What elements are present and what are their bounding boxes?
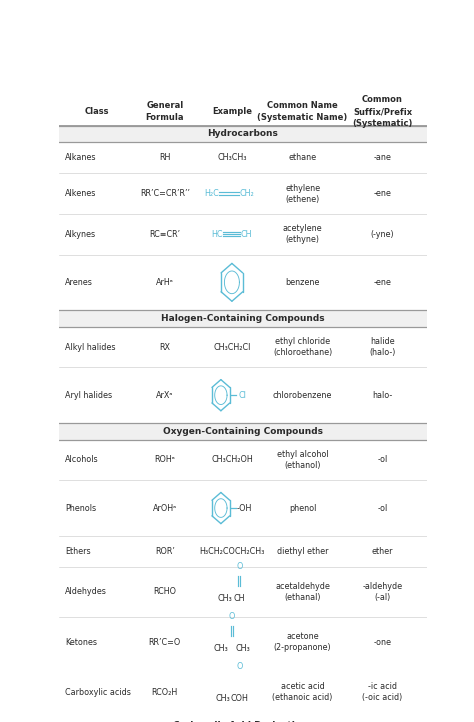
Text: Aldehydes: Aldehydes [65, 588, 107, 596]
Text: -OH: -OH [237, 503, 253, 513]
Text: phenol: phenol [289, 503, 316, 513]
Text: H₃CH₂COCH₂CH₃: H₃CH₂COCH₂CH₃ [199, 547, 264, 556]
Text: ethyl alcohol
(ethanol): ethyl alcohol (ethanol) [277, 450, 328, 470]
Text: -ol: -ol [377, 503, 388, 513]
Text: RR’C=CR’R’’: RR’C=CR’R’’ [140, 189, 190, 198]
Text: ethyl chloride
(chloroethane): ethyl chloride (chloroethane) [273, 337, 332, 357]
Text: acetylene
(ethyne): acetylene (ethyne) [283, 225, 322, 244]
Text: RH: RH [159, 153, 171, 162]
Text: Arenes: Arenes [65, 278, 92, 287]
Text: Ethers: Ethers [65, 547, 91, 556]
Text: -ene: -ene [374, 278, 392, 287]
Text: CH: CH [240, 230, 252, 239]
Text: CH: CH [234, 594, 245, 603]
Text: HC: HC [211, 230, 223, 239]
Text: Carboxylic Acid Derivatives: Carboxylic Acid Derivatives [173, 721, 312, 722]
FancyBboxPatch shape [59, 310, 427, 327]
Text: Aryl halides: Aryl halides [65, 391, 112, 400]
Text: Alkanes: Alkanes [65, 153, 96, 162]
Text: Alkenes: Alkenes [65, 189, 96, 198]
Text: CH₃: CH₃ [213, 644, 228, 653]
Text: CH₂: CH₂ [240, 189, 255, 198]
Text: RC≡CR’: RC≡CR’ [149, 230, 181, 239]
Text: O: O [229, 612, 235, 622]
Text: Alkyl halides: Alkyl halides [65, 343, 115, 352]
Text: CH₃CH₂OH: CH₃CH₂OH [211, 456, 253, 464]
Text: O: O [236, 663, 242, 671]
Text: RR’C=O: RR’C=O [149, 638, 181, 646]
Text: Carboxylic acids: Carboxylic acids [65, 687, 131, 697]
Text: Oxygen-Containing Compounds: Oxygen-Containing Compounds [163, 427, 323, 436]
Text: ROR’: ROR’ [155, 547, 175, 556]
Text: -one: -one [374, 638, 392, 646]
Text: diethyl ether: diethyl ether [277, 547, 328, 556]
FancyBboxPatch shape [59, 423, 427, 440]
Text: O: O [236, 562, 242, 571]
Text: CH₃: CH₃ [215, 695, 230, 703]
Text: RCHO: RCHO [154, 588, 176, 596]
Text: H₂C: H₂C [204, 189, 219, 198]
Text: -ic acid
(-oic acid): -ic acid (-oic acid) [363, 682, 402, 702]
Text: RCO₂H: RCO₂H [152, 687, 178, 697]
Text: ethylene
(ethene): ethylene (ethene) [285, 183, 320, 204]
Text: ethane: ethane [289, 153, 317, 162]
Text: -aldehyde
(-al): -aldehyde (-al) [363, 582, 402, 602]
Text: halide
(halo-): halide (halo-) [369, 337, 396, 357]
Text: -ol: -ol [377, 456, 388, 464]
Text: CH₃CH₂Cl: CH₃CH₂Cl [213, 343, 251, 352]
Text: COH: COH [230, 695, 248, 703]
Text: ether: ether [372, 547, 393, 556]
Text: -ene: -ene [374, 189, 392, 198]
Text: Ketones: Ketones [65, 638, 97, 646]
Text: Cl: Cl [238, 391, 246, 400]
Text: ArHᵃ: ArHᵃ [156, 278, 174, 287]
Text: Hydrocarbons: Hydrocarbons [208, 129, 278, 139]
FancyBboxPatch shape [59, 717, 427, 722]
Text: (-yne): (-yne) [371, 230, 394, 239]
Text: acetaldehyde
(ethanal): acetaldehyde (ethanal) [275, 582, 330, 602]
Text: Alcohols: Alcohols [65, 456, 99, 464]
FancyBboxPatch shape [59, 126, 427, 142]
Text: Halogen-Containing Compounds: Halogen-Containing Compounds [161, 314, 325, 323]
Text: acetic acid
(ethanoic acid): acetic acid (ethanoic acid) [273, 682, 333, 702]
Text: halo-: halo- [373, 391, 392, 400]
Text: General
Formula: General Formula [146, 101, 184, 122]
Text: CH₃: CH₃ [236, 644, 250, 653]
Text: Phenols: Phenols [65, 503, 96, 513]
Text: Alkynes: Alkynes [65, 230, 96, 239]
Text: ROHᵃ: ROHᵃ [155, 456, 175, 464]
Text: chlorobenzene: chlorobenzene [273, 391, 332, 400]
Text: RX: RX [159, 343, 170, 352]
Text: Class: Class [85, 107, 109, 116]
Text: Common
Suffix/Prefix
(Systematic): Common Suffix/Prefix (Systematic) [352, 95, 413, 128]
Text: Example: Example [212, 107, 252, 116]
Text: Common Name
(Systematic Name): Common Name (Systematic Name) [257, 101, 348, 122]
Text: CH₃CH₃: CH₃CH₃ [217, 153, 246, 162]
Text: ArOHᵃ: ArOHᵃ [153, 503, 177, 513]
Text: -ane: -ane [374, 153, 392, 162]
Text: CH₃: CH₃ [217, 594, 232, 603]
Text: benzene: benzene [285, 278, 320, 287]
Text: ArXᵃ: ArXᵃ [156, 391, 173, 400]
Text: acetone
(2-propanone): acetone (2-propanone) [274, 632, 331, 652]
